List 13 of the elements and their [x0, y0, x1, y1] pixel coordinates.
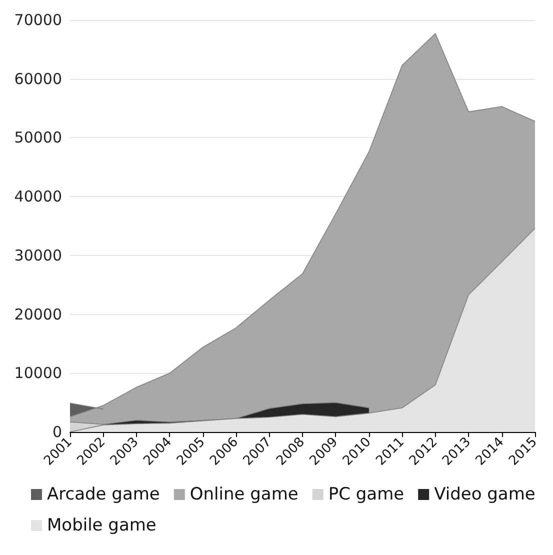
y-tick-label: 70000: [14, 11, 62, 29]
y-tick-label: 10000: [14, 364, 62, 382]
y-tick-label: 50000: [14, 128, 62, 147]
y-tick-label: 40000: [14, 188, 62, 206]
legend-label: PC game: [328, 484, 404, 504]
legend-label: Video game: [434, 484, 536, 504]
y-tick-label: 20000: [14, 305, 62, 324]
y-tick-label: 0: [52, 423, 62, 441]
y-tick-label: 60000: [14, 70, 62, 88]
legend-label: Arcade game: [47, 484, 160, 504]
legend-label: Online game: [190, 484, 298, 504]
legend-label: Mobile game: [47, 516, 156, 536]
y-tick-label: 30000: [14, 246, 62, 264]
